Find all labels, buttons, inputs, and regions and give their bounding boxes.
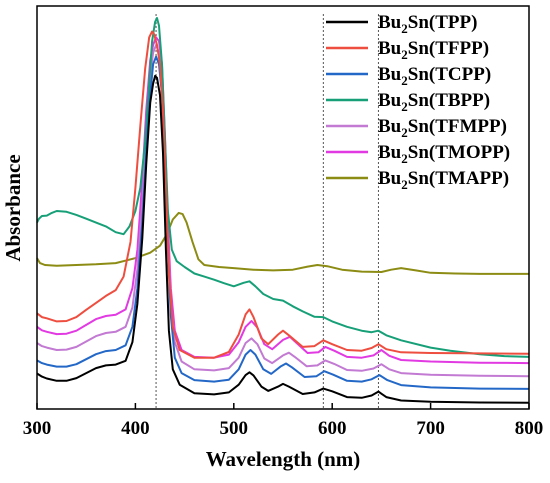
x-tick-label-0: 300 — [23, 418, 52, 439]
series-line-4 — [36, 44, 530, 378]
legend-label-6: Bu2Sn(TMAPP) — [378, 168, 509, 192]
x-tick-label-5: 800 — [515, 418, 544, 439]
x-tick-label-1: 400 — [121, 418, 150, 439]
x-tick-label-4: 700 — [416, 418, 445, 439]
legend-label-3: Bu2Sn(TBPP) — [378, 90, 490, 114]
x-tick-label-3: 600 — [318, 418, 347, 439]
plot-frame — [36, 5, 530, 410]
y-axis-title: Absorbance — [1, 154, 25, 261]
series-line-2 — [36, 55, 530, 390]
series-group — [36, 17, 530, 404]
legend-label-2: Bu2Sn(TCPP) — [378, 64, 491, 88]
series-line-1 — [36, 30, 530, 359]
reference-lines — [155, 14, 379, 409]
x-axis: 300 400 500 600 700 800 — [23, 403, 544, 439]
series-line-3 — [36, 17, 530, 358]
legend-label-5: Bu2Sn(TMOPP) — [378, 142, 510, 166]
x-axis-title: Wavelength (nm) — [206, 447, 361, 471]
series-line-0 — [36, 74, 530, 404]
legend-label-1: Bu2Sn(TFPP) — [378, 38, 489, 62]
x-tick-label-2: 500 — [220, 418, 249, 439]
legend-label-4: Bu2Sn(TFMPP) — [378, 116, 507, 140]
legend: Bu2Sn(TPP)Bu2Sn(TFPP)Bu2Sn(TCPP)Bu2Sn(TB… — [326, 12, 510, 192]
legend-label-0: Bu2Sn(TPP) — [378, 12, 477, 36]
series-line-6 — [36, 211, 529, 275]
series-line-5 — [36, 36, 530, 365]
